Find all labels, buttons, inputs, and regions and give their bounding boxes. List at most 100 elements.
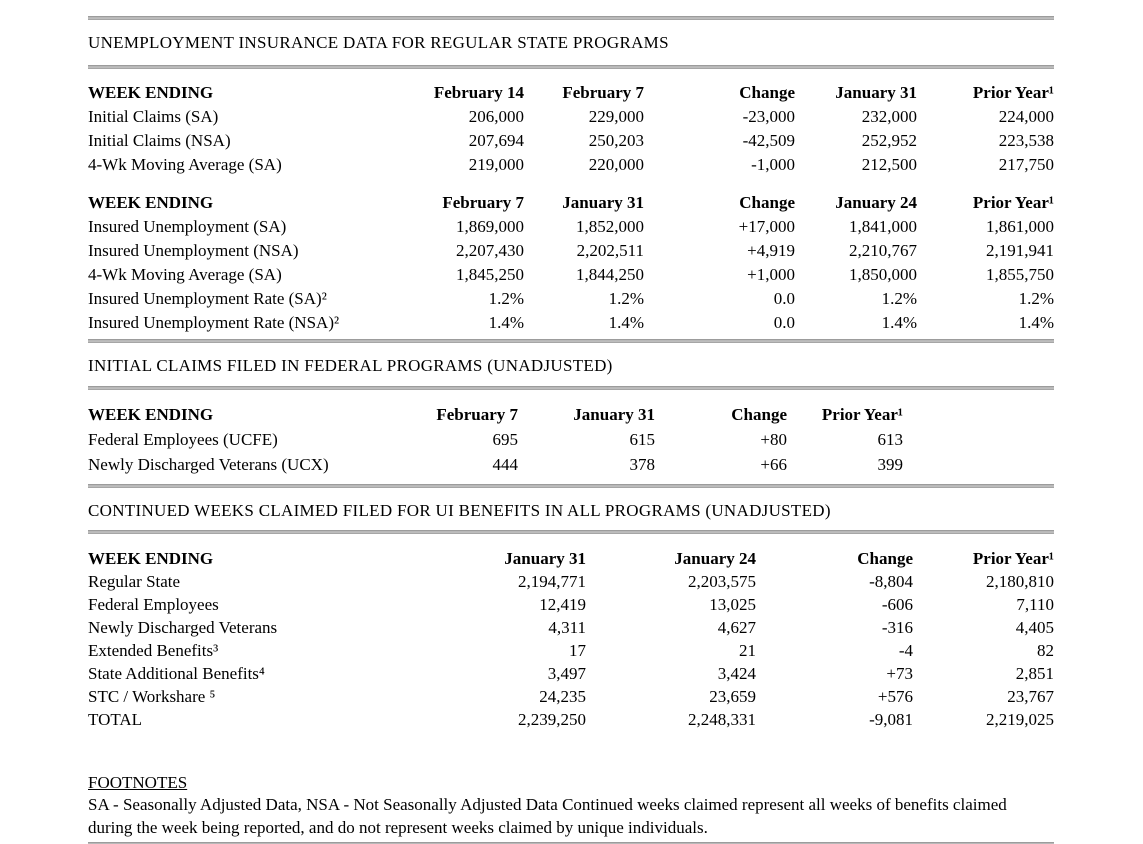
- cell-value: 17: [569, 641, 586, 660]
- divider: [88, 842, 1054, 844]
- column-header: February 7: [562, 83, 644, 102]
- cell-value: 1,855,750: [986, 265, 1054, 284]
- cell-value: 219,000: [468, 155, 524, 174]
- table-row: Initial Claims (NSA) 207,694 250,203 -42,50…: [88, 129, 1054, 153]
- column-header: Change: [731, 405, 787, 424]
- cell-value: 224,000: [998, 107, 1054, 126]
- cell-value: +1,000: [747, 265, 795, 284]
- cell-value: +73: [886, 664, 913, 683]
- table-row: TOTAL 2,239,250 2,248,331 -9,081 2,219,025: [88, 708, 1054, 731]
- divider: [88, 339, 1054, 343]
- week-ending-header: WEEK ENDING: [88, 83, 214, 102]
- footnotes-section: FOOTNOTES SA - Seasonally Adjusted Data,…: [88, 773, 1054, 839]
- divider: [88, 484, 1054, 488]
- cell-value: 695: [492, 430, 519, 449]
- cell-value: -9,081: [869, 710, 913, 729]
- row-label: TOTAL: [88, 710, 143, 729]
- cell-value: -23,000: [742, 107, 795, 126]
- cell-value: 1,869,000: [456, 217, 524, 236]
- cell-value: 21: [739, 641, 756, 660]
- column-header: Change: [739, 193, 795, 212]
- row-label: Federal Employees (UCFE): [88, 430, 278, 449]
- cell-value: 1.4%: [881, 313, 917, 332]
- table-row: Federal Employees 12,419 13,025 -606 7,110: [88, 593, 1054, 616]
- table-row: State Additional Benefits⁴ 3,497 3,424 +73 2…: [88, 662, 1054, 685]
- cell-value: 232,000: [861, 107, 917, 126]
- cell-value: 4,405: [1015, 618, 1054, 637]
- row-label: State Additional Benefits⁴: [88, 664, 265, 683]
- cell-value: 1,861,000: [986, 217, 1054, 236]
- table-row: STC / Workshare ⁵ 24,235 23,659 +576 23,767: [88, 685, 1054, 708]
- initial-claims-table: WEEK ENDING February 14 February 7 Change Ja…: [88, 81, 1054, 177]
- table-row: Insured Unemployment Rate (SA)² 1.2% 1.2% 0…: [88, 287, 1054, 311]
- cell-value: 82: [1037, 641, 1054, 660]
- table-row: Newly Discharged Veterans (UCX) 444 378 +66…: [88, 452, 903, 477]
- column-header: January 31: [835, 83, 917, 102]
- cell-value: -4: [898, 641, 913, 660]
- row-label: Initial Claims (SA): [88, 107, 219, 126]
- column-header: Prior Year¹: [972, 549, 1054, 568]
- cell-value: 1.2%: [608, 289, 644, 308]
- week-ending-header: WEEK ENDING: [88, 193, 214, 212]
- cell-value: +66: [760, 455, 787, 474]
- row-label: Insured Unemployment Rate (NSA)²: [88, 313, 340, 332]
- cell-value: 1,844,250: [576, 265, 644, 284]
- table-row: 4-Wk Moving Average (SA) 1,845,250 1,844,2…: [88, 263, 1054, 287]
- section-title-state-programs: UNEMPLOYMENT INSURANCE DATA FOR REGULAR …: [88, 33, 669, 52]
- report-page: UNEMPLOYMENT INSURANCE DATA FOR REGULAR …: [0, 16, 1143, 844]
- cell-value: +80: [760, 430, 787, 449]
- cell-value: 1,852,000: [576, 217, 644, 236]
- cell-value: 1.2%: [488, 289, 524, 308]
- cell-value: 206,000: [468, 107, 524, 126]
- cell-value: 3,424: [717, 664, 756, 683]
- divider: [88, 16, 1054, 20]
- cell-value: 2,239,250: [518, 710, 586, 729]
- cell-value: 0.0: [773, 289, 795, 308]
- cell-value: 2,191,941: [986, 241, 1054, 260]
- cell-value: 212,500: [861, 155, 917, 174]
- table-header-row: WEEK ENDING February 7 January 31 Change Pri…: [88, 402, 903, 427]
- insured-unemployment-table: WEEK ENDING February 7 January 31 Change Jan…: [88, 191, 1054, 335]
- column-header: January 31: [562, 193, 644, 212]
- cell-value: 0.0: [773, 313, 795, 332]
- row-label: Insured Unemployment (SA): [88, 217, 287, 236]
- cell-value: 2,210,767: [849, 241, 917, 260]
- cell-value: 207,694: [468, 131, 524, 150]
- cell-value: 250,203: [588, 131, 644, 150]
- cell-value: 1,850,000: [849, 265, 917, 284]
- cell-value: 399: [877, 455, 904, 474]
- cell-value: 13,025: [709, 595, 756, 614]
- week-ending-header: WEEK ENDING: [88, 405, 214, 424]
- row-label: STC / Workshare ⁵: [88, 687, 216, 706]
- cell-value: 1.4%: [608, 313, 644, 332]
- cell-value: 220,000: [588, 155, 644, 174]
- cell-value: 12,419: [539, 595, 586, 614]
- divider: [88, 386, 1054, 390]
- cell-value: +4,919: [747, 241, 795, 260]
- table-header-row: WEEK ENDING February 14 February 7 Change Ja…: [88, 81, 1054, 105]
- row-label: 4-Wk Moving Average (SA): [88, 155, 282, 174]
- column-header: February 14: [433, 83, 524, 102]
- row-label: Newly Discharged Veterans (UCX): [88, 455, 329, 474]
- cell-value: 2,180,810: [986, 572, 1054, 591]
- cell-value: 7,110: [1016, 595, 1054, 614]
- cell-value: 23,767: [1007, 687, 1054, 706]
- table-row: Insured Unemployment (NSA) 2,207,430 2,202…: [88, 239, 1054, 263]
- cell-value: +576: [877, 687, 913, 706]
- column-header: February 7: [436, 405, 518, 424]
- column-header: January 24: [674, 549, 756, 568]
- table-header-row: WEEK ENDING January 31 January 24 Change Pri…: [88, 547, 1054, 570]
- column-header: Change: [739, 83, 795, 102]
- cell-value: 2,194,771: [518, 572, 586, 591]
- cell-value: 4,311: [548, 618, 586, 637]
- column-header: Prior Year¹: [821, 405, 903, 424]
- cell-value: 23,659: [709, 687, 756, 706]
- column-header: February 7: [442, 193, 524, 212]
- row-label: Initial Claims (NSA): [88, 131, 231, 150]
- week-ending-header: WEEK ENDING: [88, 549, 214, 568]
- cell-value: 615: [629, 430, 656, 449]
- cell-value: -8,804: [869, 572, 913, 591]
- table-row: Regular State 2,194,771 2,203,575 -8,804 2,1…: [88, 570, 1054, 593]
- cell-value: -1,000: [751, 155, 795, 174]
- table-row: 4-Wk Moving Average (SA) 219,000 220,000 -1…: [88, 153, 1054, 177]
